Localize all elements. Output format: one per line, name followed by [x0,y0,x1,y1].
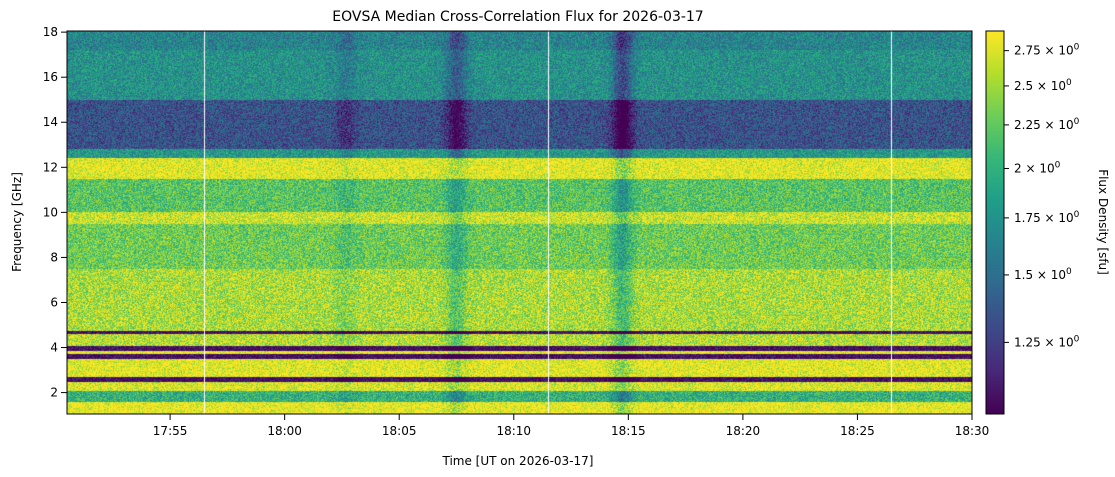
colorbar-tick-exponent: 0 [1074,43,1080,53]
spectrogram-area [67,31,972,414]
colorbar-tick-mantissa: 2.25 × 10 [1014,118,1074,132]
y-tick-label: 18 [43,25,58,39]
colorbar-tick-label: 2.5 × 100 [1014,78,1072,93]
plot-frame [66,30,973,415]
colorbar-tick-label: 2 × 100 [1014,160,1061,175]
x-axis: 17:55 18:00 18:05 18:10 18:15 18:20 18:25 18:30 [153,414,989,438]
colorbar-label: Flux Density [sfu] [1096,169,1110,275]
colorbar-tick-exponent: 0 [1074,334,1080,344]
colorbar-tick-label: 2.75 × 100 [1014,43,1080,58]
colorbar-frame [985,30,1005,415]
x-tick-label: 18:20 [726,424,761,438]
y-tick-label: 8 [50,250,58,264]
colorbar-tick-mantissa: 2.5 × 10 [1014,79,1066,93]
colorbar-area [986,31,1004,414]
x-tick-label: 18:05 [382,424,417,438]
colorbar-tick-label: 1.25 × 100 [1014,334,1080,349]
colorbar-tick-mantissa: 2 × 10 [1014,161,1055,175]
y-tick-label: 6 [50,295,58,309]
x-tick-label: 18:30 [955,424,990,438]
x-axis-label: Time [UT on 2026-03-17] [442,454,594,468]
y-tick-label: 16 [43,70,58,84]
y-tick-label: 12 [43,160,58,174]
x-tick-label: 18:15 [611,424,646,438]
colorbar-tick-label: 1.5 × 100 [1014,267,1072,282]
y-tick-label: 4 [50,341,58,355]
colorbar-tick-mantissa: 1.5 × 10 [1014,268,1066,282]
chart-title: EOVSA Median Cross-Correlation Flux for … [332,9,703,25]
colorbar-tick-label: 1.75 × 100 [1014,210,1080,225]
colorbar-tick-mantissa: 2.75 × 10 [1014,44,1074,58]
colorbar-tick-exponent: 0 [1066,78,1072,88]
y-tick-label: 2 [50,386,58,400]
colorbar-gradient [986,31,1004,414]
y-tick-label: 10 [43,205,58,219]
y-axis-label: Frequency [GHz] [10,172,24,272]
x-tick-label: 17:55 [153,424,188,438]
colorbar-tick-mantissa: 1.25 × 10 [1014,335,1074,349]
x-tick-label: 18:00 [267,424,302,438]
x-tick-label: 18:10 [496,424,531,438]
spectrogram-heatmap [67,31,972,414]
y-axis: 2 4 6 8 10 12 14 16 18 [43,25,67,400]
colorbar-tick-mantissa: 1.75 × 10 [1014,211,1074,225]
x-tick-label: 18:25 [840,424,875,438]
colorbar-tick-exponent: 0 [1066,267,1072,277]
colorbar-tick-label: 2.25 × 100 [1014,117,1080,132]
colorbar-tick-exponent: 0 [1074,210,1080,220]
y-tick-label: 14 [43,115,58,129]
colorbar-tick-exponent: 0 [1055,160,1061,170]
colorbar-tick-exponent: 0 [1074,117,1080,127]
